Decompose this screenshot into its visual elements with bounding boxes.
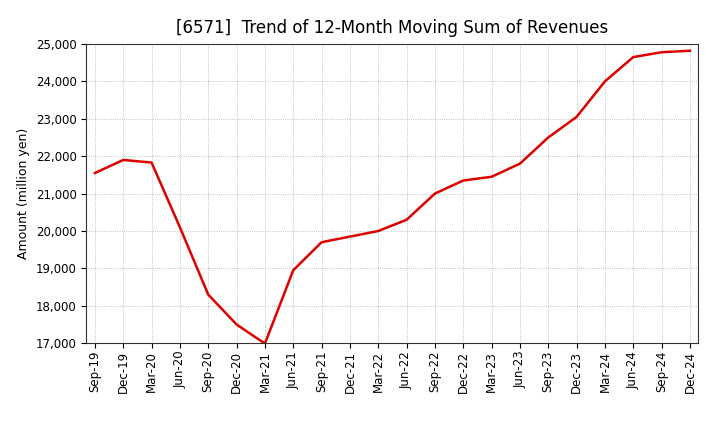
- Title: [6571]  Trend of 12-Month Moving Sum of Revenues: [6571] Trend of 12-Month Moving Sum of R…: [176, 19, 608, 37]
- Y-axis label: Amount (million yen): Amount (million yen): [17, 128, 30, 259]
